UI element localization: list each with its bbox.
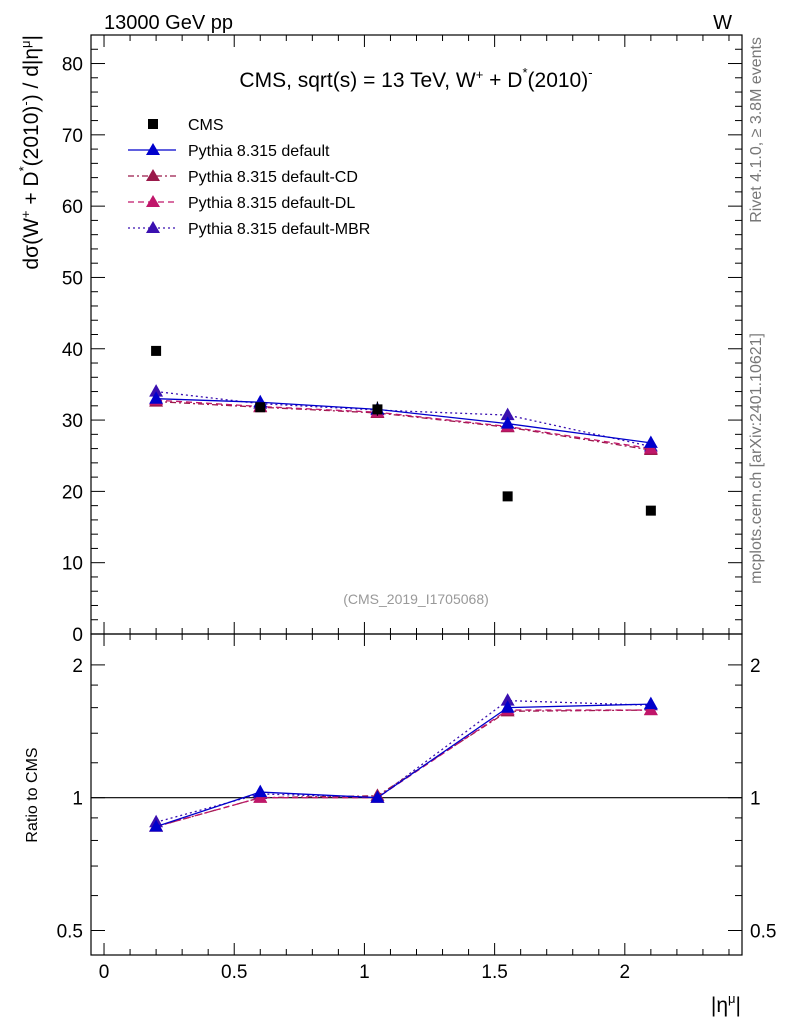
series-line-dl: [156, 399, 651, 450]
ratio-line-dl: [155, 709, 651, 828]
y-tick-label: 40: [62, 340, 83, 361]
data-point-data: [151, 345, 162, 356]
series-line-cd: [156, 400, 651, 451]
ratio-y-axis-label: Ratio to CMS: [24, 747, 41, 842]
header-energy-label: 13000 GeV pp: [104, 12, 233, 34]
legend-marker-dl: [146, 195, 160, 207]
chart-title: CMS, sqrt(s) = 13 TeV, W+ + D*(2010)-: [239, 65, 592, 92]
mcplots-label: mcplots.cern.ch [arXiv:2401.10621]: [748, 333, 765, 584]
ratio-right-tick-label: 0.5: [750, 922, 776, 943]
ratio-point-default: [643, 696, 658, 710]
ratio-line-cd: [155, 709, 651, 828]
data-point-mbr: [149, 384, 164, 397]
data-point-data: [502, 491, 513, 502]
x-tick-label: 0.5: [221, 962, 247, 983]
legend-label-mbr: Pythia 8.315 default-MBR: [188, 221, 370, 238]
legend-marker-default: [146, 143, 160, 155]
ratio-point-mbr: [500, 693, 515, 706]
legend-marker-data: [148, 119, 158, 129]
y-tick-label: 0: [72, 625, 83, 646]
legend-label-dl: Pythia 8.315 default-DL: [188, 195, 355, 212]
data-point-data: [645, 505, 656, 516]
ratio-panel-frame: [90, 633, 743, 956]
y-tick-label: 10: [62, 554, 83, 575]
ratio-y-tick-label: 0.5: [57, 922, 83, 943]
ratio-point-default: [500, 700, 515, 713]
rivet-version-label: Rivet 4.1.0, ≥ 3.8M events: [748, 37, 765, 223]
ratio-line-mbr: [155, 699, 651, 823]
y-tick-label: 50: [62, 268, 83, 289]
ratio-y-tick-label: 1: [72, 789, 83, 810]
data-point-default: [643, 435, 658, 448]
ratio-point-default: [149, 819, 164, 832]
data-point-mbr: [500, 407, 515, 421]
ratio-line-default: [155, 703, 651, 828]
ratio-point-default: [253, 784, 268, 798]
y-tick-label: 60: [62, 197, 83, 218]
ratio-right-tick-label: 1: [750, 789, 761, 810]
legend-label-data: CMS: [188, 117, 224, 134]
legend-marker-cd: [146, 169, 160, 181]
legend-marker-mbr: [146, 221, 160, 233]
x-axis-label: |ημ|: [711, 991, 741, 1017]
data-point-data: [255, 402, 266, 413]
y-tick-label: 30: [62, 411, 83, 432]
analysis-watermark: (CMS_2019_I1705068): [343, 591, 489, 607]
data-point-default: [500, 416, 515, 429]
x-tick-label: 0: [99, 962, 110, 983]
ratio-y-tick-label: 2: [72, 656, 83, 677]
x-tick-label: 2: [620, 962, 631, 983]
y-tick-label: 20: [62, 482, 83, 503]
legend-label-cd: Pythia 8.315 default-CD: [188, 169, 358, 186]
ratio-right-tick-label: 2: [750, 656, 761, 677]
x-tick-label: 1: [359, 962, 370, 983]
y-axis-label: dσ(W+ + D*(2010)-) / d|ημ|: [16, 35, 43, 270]
y-tick-label: 70: [62, 126, 83, 147]
header-process-label: W: [713, 12, 732, 34]
y-tick-label: 80: [62, 55, 83, 76]
data-point-default: [149, 391, 164, 404]
series-line-mbr: [156, 390, 651, 448]
ratio-point-default: [370, 790, 385, 803]
x-tick-label: 1.5: [481, 962, 507, 983]
legend-label-default: Pythia 8.315 default: [188, 143, 330, 160]
